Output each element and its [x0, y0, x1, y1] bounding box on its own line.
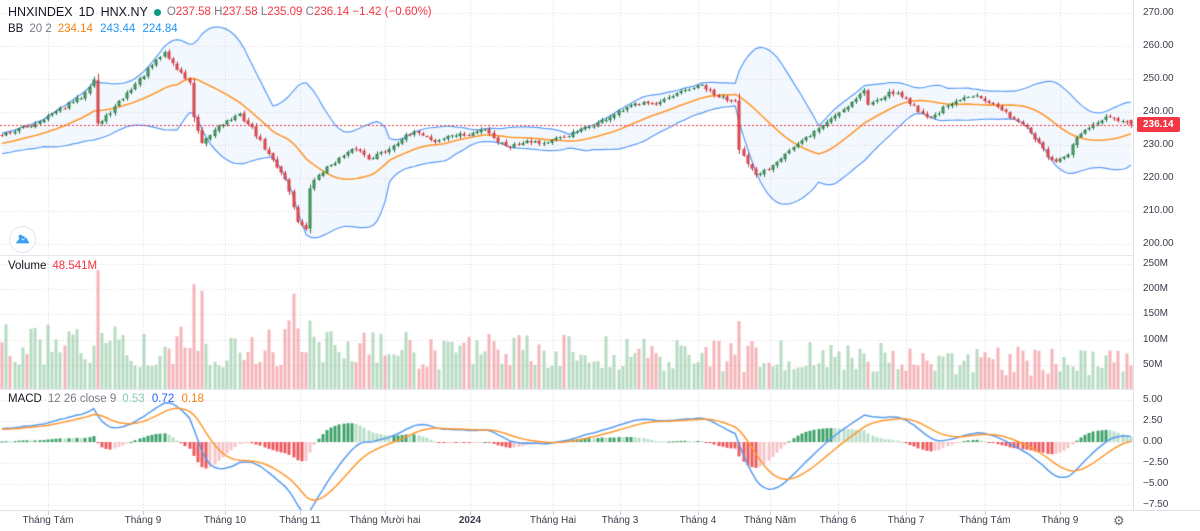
ohlc-values: O237.58 H237.58 L235.09 C236.14 −1.42 (−… [167, 6, 432, 18]
time-axis-label[interactable]: Tháng 3 [601, 515, 639, 526]
open-label: O [166, 6, 176, 18]
pane-separator-volume[interactable] [0, 255, 1200, 256]
bb-name: BB [8, 23, 24, 35]
macd-tick-label: −7.50 [1143, 499, 1169, 510]
bb-upper-value: 243.44 [100, 23, 136, 35]
time-axis-tick [300, 511, 301, 515]
volume-tick-label: 200M [1143, 283, 1169, 295]
exchange-label[interactable]: HNX.NY [100, 5, 148, 19]
time-axis-label[interactable]: Tháng 10 [203, 515, 247, 526]
time-axis-tick [385, 511, 386, 515]
current-price-badge[interactable]: 236.14 [1137, 116, 1180, 132]
time-axis-tick [906, 511, 907, 515]
market-status-icon [153, 8, 161, 16]
time-axis-label[interactable]: Tháng 6 [819, 515, 857, 526]
symbol-legend: HNXINDEX 1D HNX.NY O237.58 H237.58 L235.… [8, 5, 432, 19]
macd-tick-label: −5.00 [1143, 478, 1169, 489]
macd-signal-value: 0.18 [181, 393, 204, 405]
interval-label[interactable]: 1D [78, 5, 95, 19]
pane-separator-macd[interactable] [0, 389, 1200, 390]
time-axis-tick [143, 511, 144, 515]
time-axis-tick [985, 511, 986, 515]
high-label: H [214, 6, 223, 18]
time-axis-tick [225, 511, 226, 515]
bb-params: 20 2 [29, 23, 52, 35]
macd-name: MACD [8, 393, 42, 405]
time-axis-label[interactable]: Tháng 4 [679, 515, 717, 526]
time-axis-label[interactable]: Tháng Năm [743, 515, 797, 526]
time-axis-label[interactable]: Tháng Tám [22, 515, 74, 526]
time-axis-label[interactable]: Tháng Mười hai [349, 515, 421, 526]
macd-tick-label: 0.00 [1143, 436, 1163, 447]
time-axis-label[interactable]: Tháng 9 [124, 515, 162, 526]
macd-tick-label: 2.50 [1143, 415, 1163, 426]
bb-values: 234.14 243.44 224.84 [58, 23, 182, 35]
price-tick-label: 270.00 [1143, 6, 1174, 18]
volume-tick-label: 150M [1143, 308, 1169, 320]
price-tick-label: 230.00 [1143, 138, 1174, 150]
time-axis-tick [48, 511, 49, 515]
pane-maximize-button[interactable] [9, 226, 36, 253]
macd-line-value: 0.72 [151, 393, 175, 405]
price-tick-label: 210.00 [1143, 204, 1174, 216]
macd-params: 12 26 close 9 [47, 393, 117, 405]
time-axis-tick [553, 511, 554, 515]
close-value: 236.14 [313, 6, 350, 18]
bb-basis-value: 234.14 [57, 23, 93, 35]
volume-tick-label: 250M [1143, 258, 1169, 269]
price-tick-label: 220.00 [1143, 171, 1174, 183]
time-axis-tick [698, 511, 699, 515]
close-label: C [305, 6, 314, 18]
macd-tick-label: −2.50 [1143, 457, 1169, 468]
volume-tick-label: 50M [1143, 358, 1163, 370]
time-axis-tick [470, 511, 471, 515]
time-axis[interactable]: ⚙ Tháng Tám Tháng 9 Tháng 10 Tháng 11 Tháng … [0, 510, 1200, 531]
price-tick-label: 250.00 [1143, 72, 1174, 84]
time-axis-label[interactable]: Tháng 11 [279, 515, 321, 526]
macd-values: 0.53 0.72 0.18 [122, 393, 208, 405]
macd-legend[interactable]: MACD 12 26 close 9 0.53 0.72 0.18 [8, 393, 208, 405]
change-value: −1.42 (−0.60%) [352, 6, 432, 18]
time-axis-tick [1060, 511, 1061, 515]
symbol-name[interactable]: HNXINDEX [8, 5, 73, 19]
macd-hist-value: 0.53 [122, 393, 145, 405]
price-tick-label: 200.00 [1143, 237, 1174, 249]
macd-tick-label: 5.00 [1143, 394, 1163, 405]
time-axis-label[interactable]: Tháng 9 [1041, 515, 1079, 526]
high-value: 237.58 [222, 6, 258, 18]
bb-lower-value: 224.84 [142, 23, 178, 35]
volume-legend[interactable]: Volume 48.541M [8, 260, 97, 272]
time-axis-tick [838, 511, 839, 515]
volume-name: Volume [8, 260, 47, 272]
price-tick-label: 260.00 [1143, 39, 1174, 51]
axis-settings-gear-icon[interactable]: ⚙ [1113, 513, 1125, 528]
low-label: L [260, 6, 268, 18]
low-value: 235.09 [267, 6, 303, 18]
time-axis-label[interactable]: Tháng Hai [529, 515, 577, 526]
time-axis-tick [620, 511, 621, 515]
price-axis[interactable]: 270.00 260.00 250.00 240.00 230.00 220.00 210.… [1133, 0, 1200, 510]
area-chart-icon [14, 231, 31, 248]
time-axis-tick [770, 511, 771, 515]
price-tick-label: 240.00 [1143, 105, 1174, 117]
bb-legend[interactable]: BB 20 2 234.14 243.44 224.84 [8, 23, 182, 35]
volume-tick-label: 100M [1143, 333, 1169, 345]
open-value: 237.58 [175, 6, 211, 18]
time-axis-label[interactable]: Tháng Tám [959, 515, 1011, 526]
volume-value: 48.541M [52, 260, 98, 272]
time-axis-label[interactable]: 2024 [458, 515, 482, 526]
time-axis-label[interactable]: Tháng 7 [887, 515, 925, 526]
